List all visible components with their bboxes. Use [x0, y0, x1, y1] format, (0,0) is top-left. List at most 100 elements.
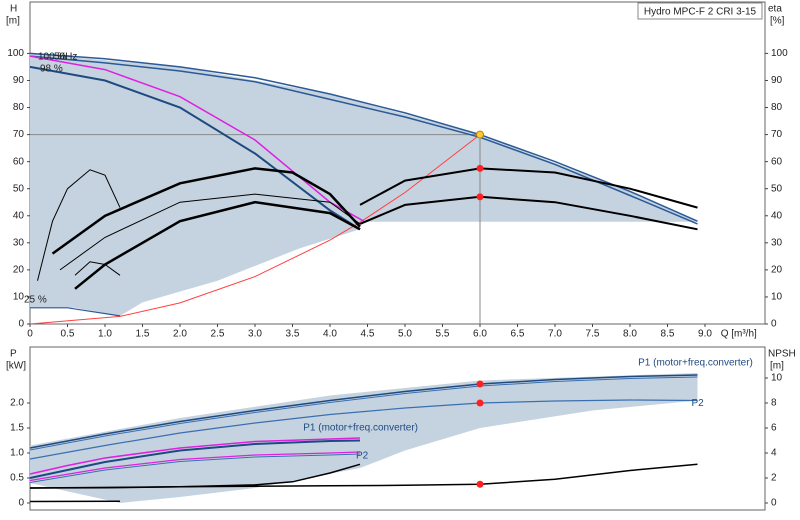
curve	[29, 399, 698, 460]
annotation: 100 %	[38, 52, 66, 63]
y2-tick-label: 100	[771, 48, 788, 59]
y2-axis-unit: [m]	[770, 361, 784, 372]
y2-tick-label: 90	[771, 75, 783, 86]
duty-point	[476, 164, 484, 172]
x-tick-label: 2.5	[211, 329, 225, 340]
y-tick-label: 90	[13, 75, 25, 86]
y-tick-label: 30	[13, 237, 25, 248]
y2-axis-label: NPSH	[768, 349, 796, 360]
duty-point	[476, 380, 484, 388]
operating-area	[30, 373, 698, 503]
curve	[30, 307, 121, 317]
y2-tick-label: 2	[771, 473, 777, 484]
x-tick-label: 0.5	[61, 329, 75, 340]
y-tick-label: 50	[13, 183, 25, 194]
x-tick-label: 5.0	[398, 329, 412, 340]
y2-tick-label: 50	[771, 183, 783, 194]
y2-tick-label: 8	[771, 398, 777, 409]
curve-label: P2	[356, 451, 369, 462]
curve	[29, 439, 361, 479]
y-axis-unit: [m]	[6, 16, 20, 27]
y2-tick-label: 30	[771, 237, 783, 248]
curve	[74, 200, 361, 290]
y2-tick-label: 0	[771, 319, 777, 330]
curve	[29, 134, 481, 325]
x-tick-label: 7.5	[586, 329, 600, 340]
x-tick-label: 9.0	[698, 329, 712, 340]
x-tick-label: 6.5	[511, 329, 525, 340]
curve	[29, 65, 361, 231]
y-tick-label: 10	[13, 292, 25, 303]
y-tick-label: 0.5	[10, 473, 24, 484]
x-tick-label: 4.0	[323, 329, 337, 340]
x-tick-label: 0	[27, 329, 33, 340]
curve	[29, 55, 365, 222]
y2-tick-label: 10	[771, 292, 783, 303]
annotation: 50Hz	[54, 52, 77, 63]
duty-point	[476, 399, 484, 407]
y-tick-label: 0	[18, 498, 24, 509]
x-tick-label: 3.5	[286, 329, 300, 340]
y2-tick-label: 20	[771, 265, 783, 276]
y-tick-label: 2.0	[10, 398, 24, 409]
title-box	[637, 2, 763, 20]
x-tick-label: 4.5	[361, 329, 375, 340]
y2-tick-label: 6	[771, 423, 777, 434]
curve	[29, 52, 698, 222]
x-axis-label: Q [m³/h]	[721, 329, 757, 340]
curve	[74, 261, 121, 276]
y2-axis-unit: [%]	[770, 16, 785, 27]
y-tick-label: 1.0	[10, 448, 24, 459]
curve	[29, 437, 361, 475]
operating-area	[30, 53, 698, 316]
y-tick-label: 60	[13, 156, 25, 167]
y-tick-label: 80	[13, 102, 25, 113]
y-tick-label: 1.5	[10, 423, 24, 434]
duty-point	[476, 480, 484, 488]
curve	[59, 193, 361, 271]
curve-label: P1 (motor+freq.converter)	[638, 358, 753, 369]
curve	[29, 463, 361, 489]
y-axis-unit: [kW]	[6, 361, 26, 372]
chart-title: Hydro MPC-F 2 CRI 3-15	[644, 7, 757, 18]
y-tick-label: 20	[13, 265, 25, 276]
duty-point	[476, 193, 484, 201]
y2-tick-label: 70	[771, 129, 783, 140]
curve	[29, 374, 698, 449]
x-tick-label: 1.5	[136, 329, 150, 340]
y-tick-label: 100	[7, 48, 24, 59]
x-tick-label: 8.0	[623, 329, 637, 340]
curve	[359, 195, 698, 231]
annotation: 98 %	[40, 64, 63, 75]
y-tick-label: 0	[18, 319, 24, 330]
y2-tick-label: 40	[771, 210, 783, 221]
annotation: 25 %	[24, 295, 47, 306]
curve-label: P2	[692, 398, 705, 409]
curve	[51, 167, 361, 255]
y-axis-label: H	[10, 4, 17, 15]
y2-tick-label: 60	[771, 156, 783, 167]
curve	[37, 169, 121, 281]
x-tick-label: 7.0	[548, 329, 562, 340]
y-axis-label: P	[10, 349, 17, 360]
y2-tick-label: 80	[771, 102, 783, 113]
curve	[29, 376, 698, 451]
x-tick-label: 6.0	[473, 329, 487, 340]
x-tick-label: 1.0	[98, 329, 112, 340]
x-tick-label: 5.5	[436, 329, 450, 340]
curve	[359, 167, 698, 209]
x-tick-label: 8.5	[661, 329, 675, 340]
curve	[29, 453, 361, 483]
curve-label: P1 (motor+freq.converter)	[303, 423, 418, 434]
y-tick-label: 70	[13, 129, 25, 140]
y2-tick-label: 4	[771, 448, 777, 459]
x-tick-label: 2.0	[173, 329, 187, 340]
curve	[29, 451, 361, 482]
y2-tick-label: 10	[771, 373, 783, 384]
duty-point	[476, 130, 484, 139]
y2-tick-label: 0	[771, 498, 777, 509]
x-tick-label: 3.0	[248, 329, 262, 340]
y-tick-label: 40	[13, 210, 25, 221]
y2-axis-label: eta	[768, 4, 782, 15]
